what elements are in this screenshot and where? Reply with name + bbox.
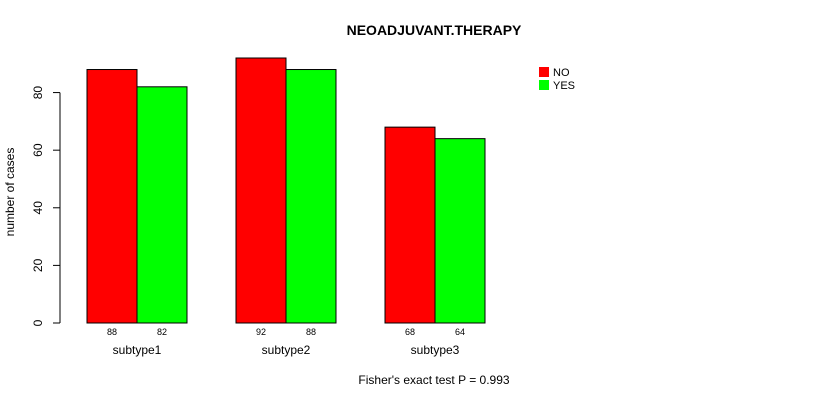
bar-subtype2-no	[235, 57, 287, 324]
legend-swatch-yes	[539, 80, 549, 90]
data-label-subtype2-yes: 88	[306, 327, 316, 337]
bars-group	[86, 57, 486, 324]
y-axis-label: number of cases	[3, 148, 17, 237]
y-tick-label-40: 40	[31, 201, 45, 215]
bar-subtype1-yes	[136, 86, 188, 324]
bar-subtype3-yes	[434, 138, 486, 324]
data-label-subtype1-yes: 82	[157, 327, 167, 337]
category-label-subtype1: subtype1	[113, 343, 162, 357]
y-tick-label-0: 0	[31, 319, 45, 326]
legend-label-yes: YES	[553, 80, 575, 92]
fisher-test-footnote: Fisher's exact test P = 0.993	[358, 373, 509, 387]
category-label-subtype3: subtype3	[411, 343, 460, 357]
data-labels-group: 88 82 92 88 68 64	[107, 327, 465, 337]
data-label-subtype2-no: 92	[256, 327, 266, 337]
legend-label-no: NO	[553, 67, 570, 79]
category-label-subtype2: subtype2	[262, 343, 311, 357]
y-tick-label-60: 60	[31, 143, 45, 157]
y-axis: 0 20 40 60 80	[31, 86, 61, 326]
legend-swatch-no	[539, 67, 549, 77]
bar-subtype2-yes	[285, 69, 337, 324]
data-label-subtype1-no: 88	[107, 327, 117, 337]
y-tick-label-80: 80	[31, 86, 45, 100]
data-label-subtype3-no: 68	[405, 327, 415, 337]
category-labels-group: subtype1 subtype2 subtype3	[113, 343, 460, 357]
bar-subtype1-no	[86, 69, 138, 324]
data-label-subtype3-yes: 64	[455, 327, 465, 337]
bar-subtype3-no	[384, 126, 436, 324]
y-tick-label-20: 20	[31, 258, 45, 272]
chart-title: NEOADJUVANT.THERAPY	[347, 22, 522, 38]
